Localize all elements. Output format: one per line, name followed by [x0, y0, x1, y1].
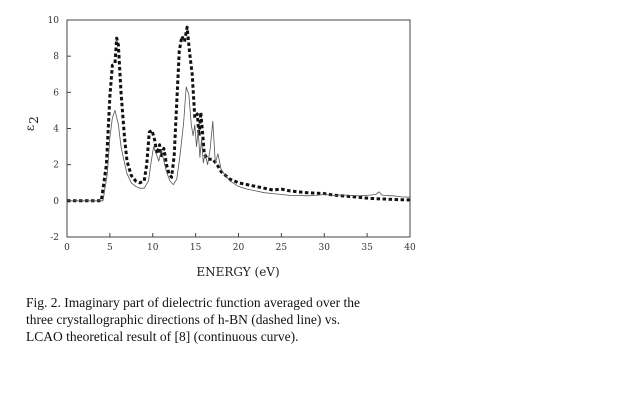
- x-tick-label: 30: [319, 243, 331, 253]
- x-tick-label: 40: [404, 243, 416, 253]
- chart-plot: 0 5 10 15 20 25 30 35 40 -2 0 2 4 6 8 10 ENERGY (eV) ε…: [23, 16, 416, 279]
- series-dashed-line: [67, 25, 411, 203]
- x-tick-label: 25: [276, 243, 288, 253]
- x-tick-label: 0: [64, 243, 70, 253]
- x-tick-label: 20: [233, 243, 245, 253]
- x-tick-label: 15: [190, 243, 202, 253]
- x-tick-label: 10: [147, 243, 159, 253]
- y-axis-label: ε 2: [23, 116, 41, 131]
- y-axis-label-sub: 2: [27, 116, 41, 124]
- y-tick-label: 8: [53, 52, 59, 62]
- y-tick-label: 6: [53, 88, 59, 98]
- y-tick-label: 10: [48, 16, 60, 26]
- caption-line-2: three crystallographic directions of h-B…: [26, 312, 341, 327]
- series-layer: [67, 25, 411, 203]
- series-continuous-line: [67, 86, 411, 202]
- x-axis-label: ENERGY (eV): [196, 265, 279, 279]
- x-axis-ticks: 0 5 10 15 20 25 30 35 40: [64, 233, 416, 253]
- caption-line-3: LCAO theoretical result of [8] (continuo…: [26, 329, 299, 344]
- y-tick-label: -2: [50, 233, 59, 243]
- caption-line-1: Fig. 2. Imaginary part of dielectric fun…: [26, 295, 360, 310]
- figure-caption: Fig. 2. Imaginary part of dielectric fun…: [26, 294, 426, 345]
- y-tick-label: 2: [53, 161, 59, 171]
- x-tick-label: 35: [361, 243, 373, 253]
- y-tick-label: 0: [53, 197, 59, 207]
- y-axis-label-main: ε: [23, 125, 37, 131]
- y-tick-label: 4: [53, 125, 59, 135]
- x-tick-label: 5: [107, 243, 113, 253]
